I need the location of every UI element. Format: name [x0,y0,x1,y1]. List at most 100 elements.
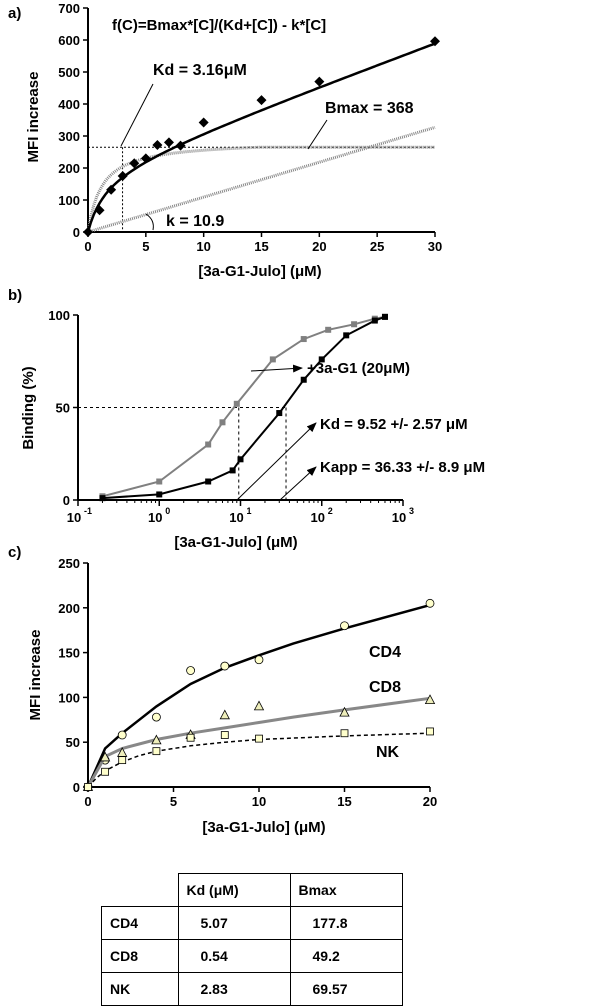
data-point [220,661,230,671]
y-tick-label: 0 [73,780,80,795]
x-tick-label: 20 [312,239,326,254]
data-point [84,783,92,791]
data-point [129,158,140,169]
panel-b-series [99,313,388,502]
data-point [117,730,127,740]
data-point [152,139,163,150]
data-point [256,95,267,106]
data-point [198,117,209,128]
data-point [300,336,307,343]
y-tick-label: 100 [58,193,80,208]
table-header-kd: Kd (μM) [177,873,291,907]
x-tick-label: 10 [148,510,162,525]
table-cell-kd: 2.83 [177,972,291,1006]
panel-a-fit-curve [86,42,436,233]
data-point [99,495,106,502]
panel-a-kd-annotation: Kd = 3.16μM [153,62,247,79]
data-point [314,76,325,87]
x-tick-exponent: 0 [165,506,170,516]
x-tick-label: 10 [229,510,243,525]
panel-a-label: a) [8,5,21,22]
data-point [83,227,93,237]
panel-c-nk-label: NK [376,744,400,761]
y-tick-label: 400 [58,97,80,112]
data-point [340,621,349,631]
data-point [325,326,332,333]
x-tick-label: 10 [67,510,81,525]
x-tick-label: 5 [142,239,149,254]
data-point [426,727,434,736]
panel-c-cd8-label: CD8 [369,679,401,696]
data-point [253,700,265,711]
y-tick-label: 100 [58,690,80,705]
data-point [118,756,127,765]
panel-b-x-axis-label: [3a-G1-Julo] (μM) [174,534,297,551]
data-point [151,734,162,745]
data-point [340,729,349,738]
panel-b-y-axis-label: Binding (%) [20,366,37,449]
x-tick-label: 10 [252,794,266,809]
table-cell-bmax: 49.2 [289,939,403,973]
y-tick-label: 200 [58,601,80,616]
panel-b-kapp-annotation: Kapp = 36.33 +/- 8.9 μM [320,459,485,476]
y-tick-label: 700 [58,1,80,16]
data-point [351,321,358,328]
fit-line-cd8 [86,696,431,788]
panel-a-k-annotation: k = 10.9 [166,213,224,230]
data-point [220,731,229,739]
x-tick-label: 30 [428,239,442,254]
x-tick-label: 10 [311,510,325,525]
data-point [219,709,230,720]
data-point [205,478,212,485]
x-tick-label: 10 [196,239,210,254]
table-cell-kd: 0.54 [177,939,291,973]
x-tick-label: 0 [84,239,91,254]
table-cell-bmax: 177.8 [289,906,403,940]
panel-c-label: c) [8,544,21,561]
panel-a-k-angle-arc [145,213,154,231]
data-point [175,140,186,151]
table-row-label: CD8 [101,939,179,973]
data-point [318,356,325,363]
y-tick-label: 600 [58,33,80,48]
y-tick-label: 250 [58,556,80,571]
y-tick-label: 0 [63,493,70,508]
data-point [425,598,435,608]
data-point [276,410,283,417]
y-tick-label: 50 [66,735,80,750]
data-point [99,751,111,762]
panel-c-cd4-label: CD4 [369,644,401,661]
table-cell-bmax: 69.57 [289,972,403,1006]
y-tick-label: 100 [48,308,70,323]
data-point [156,491,163,498]
data-point [269,356,276,363]
data-point [339,706,350,717]
panel-b-kd-arrow [236,422,317,501]
data-point [186,733,195,742]
panel-a-equation: f(C)=Bmax*[C]/(Kd+[C]) - k*[C] [112,17,326,34]
data-point [101,767,109,776]
panel-b-reference-lines [78,407,287,500]
x-tick-label: 10 [392,510,406,525]
table-row: CD4 5.07 177.8 [101,906,403,940]
panel-a-bmax-pointer [307,119,328,150]
data-point [233,400,240,407]
panel-b-kapp-arrow [279,466,317,501]
data-point [237,456,244,463]
table-cell-kd: 5.07 [177,906,291,940]
panel-a-bmax-annotation: Bmax = 368 [325,100,414,117]
data-point [156,478,163,485]
table-row-label: NK [101,972,179,1006]
x-tick-label: 25 [370,239,384,254]
panel-a-kd-pointer [120,83,154,147]
panel-a-linear-curve [87,125,436,234]
kd-table: Kd (μM) Bmax CD4 5.07 177.8 CD8 0.54 49.… [101,873,403,1006]
x-tick-exponent: 3 [409,506,414,516]
y-tick-label: 0 [73,225,80,240]
y-tick-label: 50 [56,401,70,416]
data-point [205,441,212,448]
data-point [430,36,440,47]
